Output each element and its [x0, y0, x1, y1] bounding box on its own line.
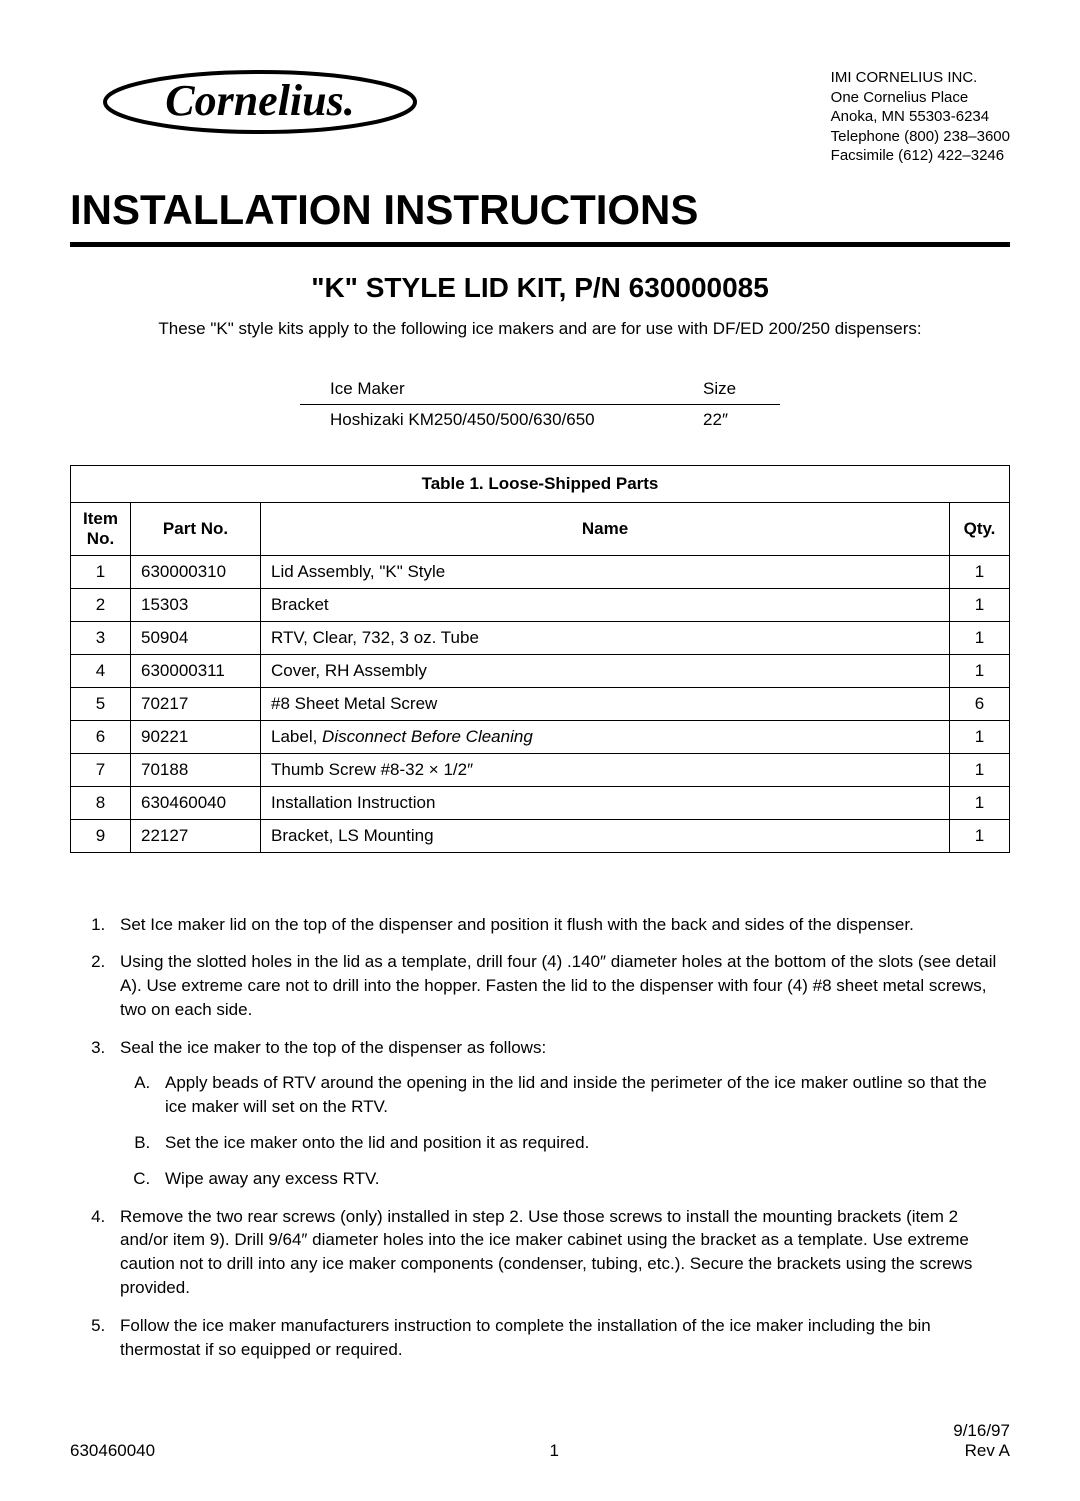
- company-info-block: IMI CORNELIUS INC. One Cornelius Place A…: [831, 68, 1010, 166]
- parts-header-partno: Part No.: [131, 502, 261, 555]
- cell-partno: 630000311: [131, 654, 261, 687]
- cell-qty: 1: [950, 819, 1010, 852]
- ice-row-size: 22″: [673, 404, 780, 435]
- cell-item: 3: [71, 621, 131, 654]
- table-row: 570217#8 Sheet Metal Screw6: [71, 687, 1010, 720]
- table-row: 690221Label, Disconnect Before Cleaning1: [71, 720, 1010, 753]
- cell-partno: 90221: [131, 720, 261, 753]
- cell-partno: 22127: [131, 819, 261, 852]
- ice-maker-table: Ice Maker Size Hoshizaki KM250/450/500/6…: [300, 374, 780, 435]
- cell-qty: 1: [950, 753, 1010, 786]
- parts-header-name: Name: [261, 502, 950, 555]
- parts-header-qty: Qty.: [950, 502, 1010, 555]
- document-header: Cornelius. IMI CORNELIUS INC. One Cornel…: [70, 60, 1010, 166]
- company-address2: Anoka, MN 55303-6234: [831, 107, 1010, 127]
- cell-partno: 630000310: [131, 555, 261, 588]
- ice-header-maker: Ice Maker: [300, 374, 673, 405]
- footer-rev: Rev A: [953, 1441, 1010, 1461]
- cell-item: 5: [71, 687, 131, 720]
- step-3: Seal the ice maker to the top of the dis…: [110, 1036, 1010, 1191]
- cell-qty: 1: [950, 786, 1010, 819]
- table-row: 922127Bracket, LS Mounting1: [71, 819, 1010, 852]
- cell-item: 7: [71, 753, 131, 786]
- cell-partno: 50904: [131, 621, 261, 654]
- cell-qty: 1: [950, 720, 1010, 753]
- table-row: 350904RTV, Clear, 732, 3 oz. Tube1: [71, 621, 1010, 654]
- cell-name: Bracket, LS Mounting: [261, 819, 950, 852]
- substep-c: Wipe away any excess RTV.: [155, 1167, 1010, 1191]
- instructions-section: Set Ice maker lid on the top of the disp…: [70, 913, 1010, 1362]
- company-fax: Facsimile (612) 422–3246: [831, 146, 1010, 166]
- cell-partno: 70217: [131, 687, 261, 720]
- cell-qty: 1: [950, 555, 1010, 588]
- company-phone: Telephone (800) 238–3600: [831, 127, 1010, 147]
- cell-item: 1: [71, 555, 131, 588]
- cell-name: Label, Disconnect Before Cleaning: [261, 720, 950, 753]
- cell-partno: 630460040: [131, 786, 261, 819]
- cell-name: Thumb Screw #8-32 × 1/2″: [261, 753, 950, 786]
- company-name: IMI CORNELIUS INC.: [831, 68, 1010, 88]
- footer-docnum: 630460040: [70, 1441, 155, 1461]
- cell-name: Lid Assembly, "K" Style: [261, 555, 950, 588]
- cell-item: 6: [71, 720, 131, 753]
- ice-header-size: Size: [673, 374, 780, 405]
- footer-date: 9/16/97: [953, 1421, 1010, 1441]
- cell-item: 2: [71, 588, 131, 621]
- step-2: Using the slotted holes in the lid as a …: [110, 950, 1010, 1021]
- ice-row-maker: Hoshizaki KM250/450/500/630/650: [300, 404, 673, 435]
- cornelius-logo: Cornelius.: [100, 60, 420, 150]
- table-row: 770188Thumb Screw #8-32 × 1/2″1: [71, 753, 1010, 786]
- table-row: 215303Bracket1: [71, 588, 1010, 621]
- cell-item: 4: [71, 654, 131, 687]
- cell-qty: 6: [950, 687, 1010, 720]
- parts-table-caption: Table 1. Loose-Shipped Parts: [70, 465, 1010, 502]
- step-4: Remove the two rear screws (only) instal…: [110, 1205, 1010, 1300]
- cell-qty: 1: [950, 621, 1010, 654]
- svg-text:Cornelius.: Cornelius.: [165, 76, 355, 125]
- substep-b: Set the ice maker onto the lid and posit…: [155, 1131, 1010, 1155]
- cell-partno: 15303: [131, 588, 261, 621]
- table-row: 8630460040Installation Instruction1: [71, 786, 1010, 819]
- cell-qty: 1: [950, 654, 1010, 687]
- subtitle: "K" STYLE LID KIT, P/N 630000085: [70, 272, 1010, 304]
- table-row: 1630000310Lid Assembly, "K" Style1: [71, 555, 1010, 588]
- cell-partno: 70188: [131, 753, 261, 786]
- step-5: Follow the ice maker manufacturers instr…: [110, 1314, 1010, 1362]
- substep-a: Apply beads of RTV around the opening in…: [155, 1071, 1010, 1119]
- cell-name: Installation Instruction: [261, 786, 950, 819]
- step-1: Set Ice maker lid on the top of the disp…: [110, 913, 1010, 937]
- table-row: 4630000311Cover, RH Assembly1: [71, 654, 1010, 687]
- title-rule: [70, 242, 1010, 247]
- cell-name: Cover, RH Assembly: [261, 654, 950, 687]
- cell-item: 9: [71, 819, 131, 852]
- cell-name: RTV, Clear, 732, 3 oz. Tube: [261, 621, 950, 654]
- page-footer: 630460040 1 9/16/97 Rev A: [70, 1421, 1010, 1461]
- company-address1: One Cornelius Place: [831, 88, 1010, 108]
- cell-name: #8 Sheet Metal Screw: [261, 687, 950, 720]
- parts-header-item: Item No.: [71, 502, 131, 555]
- main-title: INSTALLATION INSTRUCTIONS: [70, 186, 1010, 234]
- cell-item: 8: [71, 786, 131, 819]
- cell-qty: 1: [950, 588, 1010, 621]
- intro-text: These "K" style kits apply to the follow…: [70, 319, 1010, 339]
- cell-name: Bracket: [261, 588, 950, 621]
- parts-table: Table 1. Loose-Shipped Parts Item No. Pa…: [70, 465, 1010, 853]
- footer-pagenum: 1: [549, 1441, 558, 1461]
